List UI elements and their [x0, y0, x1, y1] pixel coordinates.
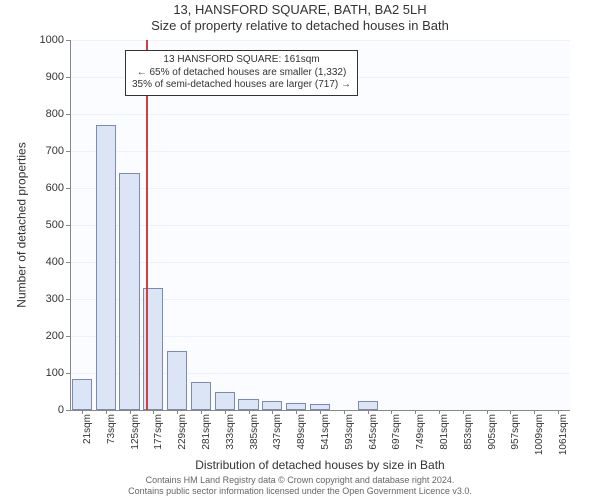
x-tick: [153, 410, 154, 414]
x-tick: [487, 410, 488, 414]
y-tick-label: 800: [46, 108, 64, 120]
x-tick-label: 125sqm: [130, 414, 141, 450]
footer-attribution: Contains HM Land Registry data © Crown c…: [0, 475, 600, 497]
footer-line-1: Contains HM Land Registry data © Crown c…: [0, 475, 600, 486]
x-tick-label: 73sqm: [106, 414, 117, 444]
annotation-line: ← 65% of detached houses are smaller (1,…: [132, 67, 351, 80]
x-tick: [344, 410, 345, 414]
x-tick-label: 801sqm: [439, 414, 450, 450]
y-tick-label: 300: [46, 293, 64, 305]
bar: [191, 382, 211, 410]
x-tick-label: 229sqm: [177, 414, 188, 450]
y-tick-label: 700: [46, 145, 64, 157]
x-tick: [201, 410, 202, 414]
annotation-line: 13 HANSFORD SQUARE: 161sqm: [132, 54, 351, 67]
x-tick: [391, 410, 392, 414]
x-tick: [249, 410, 250, 414]
x-tick-label: 21sqm: [82, 414, 93, 444]
annotation-line: 35% of semi-detached houses are larger (…: [132, 79, 351, 92]
y-axis-line: [70, 40, 71, 410]
title-line-2: Size of property relative to detached ho…: [0, 18, 600, 33]
y-tick-label: 500: [46, 219, 64, 231]
x-tick-label: 697sqm: [391, 414, 402, 450]
bar: [238, 399, 258, 410]
y-tick-label: 200: [46, 330, 64, 342]
plot-area: 0100200300400500600700800900100021sqm73s…: [70, 40, 570, 410]
x-tick-label: 333sqm: [225, 414, 236, 450]
x-tick-label: 489sqm: [296, 414, 307, 450]
y-axis-label: Number of detached properties: [15, 142, 29, 307]
y-tick-label: 0: [58, 404, 64, 416]
x-tick-label: 853sqm: [463, 414, 474, 450]
title-line-1: 13, HANSFORD SQUARE, BATH, BA2 5LH: [0, 2, 600, 17]
x-tick-label: 1009sqm: [534, 414, 545, 455]
x-axis-label: Distribution of detached houses by size …: [70, 458, 570, 472]
gridline: [70, 40, 570, 41]
bar: [286, 403, 306, 410]
bar: [167, 351, 187, 410]
bar: [119, 173, 139, 410]
footer-line-2: Contains public sector information licen…: [0, 486, 600, 497]
x-tick: [130, 410, 131, 414]
figure-container: 13, HANSFORD SQUARE, BATH, BA2 5LH Size …: [0, 0, 600, 500]
gridline: [70, 114, 570, 115]
x-tick: [534, 410, 535, 414]
x-tick: [463, 410, 464, 414]
x-tick: [439, 410, 440, 414]
x-tick-label: 905sqm: [487, 414, 498, 450]
y-tick-label: 600: [46, 182, 64, 194]
gridline: [70, 188, 570, 189]
annotation-box: 13 HANSFORD SQUARE: 161sqm← 65% of detac…: [125, 50, 358, 96]
reference-line: [146, 40, 148, 410]
x-tick-label: 437sqm: [272, 414, 283, 450]
x-tick: [368, 410, 369, 414]
y-tick-label: 100: [46, 367, 64, 379]
x-tick-label: 385sqm: [249, 414, 260, 450]
x-tick: [415, 410, 416, 414]
x-tick-label: 1061sqm: [558, 414, 569, 455]
x-tick-label: 749sqm: [415, 414, 426, 450]
x-tick: [82, 410, 83, 414]
x-tick-label: 541sqm: [320, 414, 331, 450]
x-tick: [177, 410, 178, 414]
x-tick: [272, 410, 273, 414]
x-tick: [558, 410, 559, 414]
x-tick-label: 593sqm: [344, 414, 355, 450]
bar: [96, 125, 116, 410]
x-tick: [320, 410, 321, 414]
bar: [215, 392, 235, 411]
x-tick: [106, 410, 107, 414]
y-tick-label: 400: [46, 256, 64, 268]
gridline: [70, 151, 570, 152]
bar: [358, 401, 378, 410]
bar: [72, 379, 92, 410]
x-tick-label: 281sqm: [201, 414, 212, 450]
x-tick-label: 957sqm: [510, 414, 521, 450]
x-tick: [225, 410, 226, 414]
x-tick: [510, 410, 511, 414]
gridline: [70, 262, 570, 263]
y-tick-label: 1000: [40, 34, 64, 46]
gridline: [70, 225, 570, 226]
y-axis-label-wrap: Number of detached properties: [14, 40, 30, 410]
bar: [262, 401, 282, 410]
y-tick-label: 900: [46, 71, 64, 83]
x-tick-label: 177sqm: [153, 414, 164, 450]
x-tick: [296, 410, 297, 414]
x-tick-label: 645sqm: [368, 414, 379, 450]
